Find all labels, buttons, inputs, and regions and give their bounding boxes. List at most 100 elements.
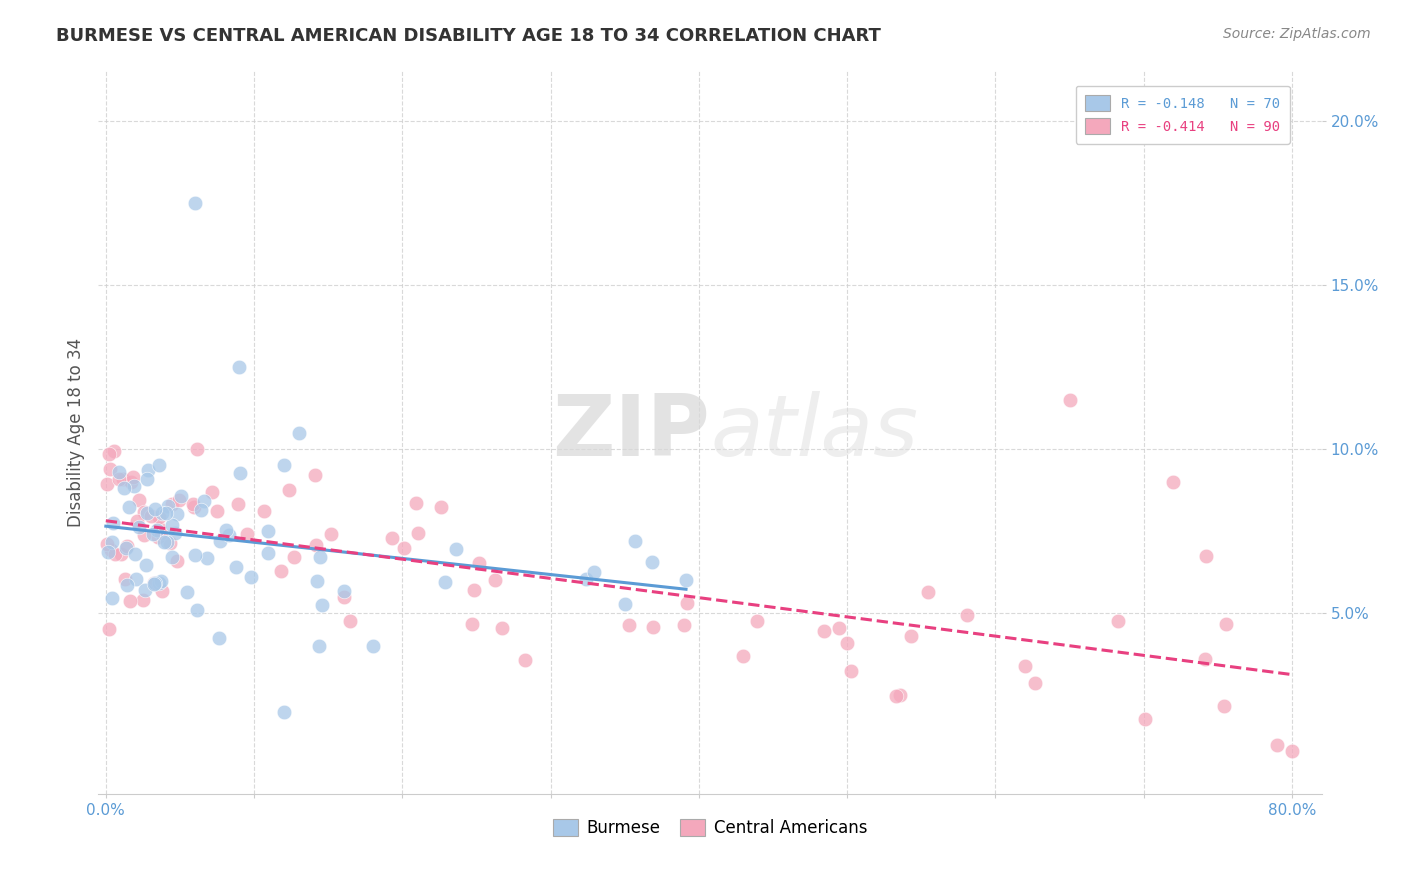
Point [889, 689, 911, 703]
Point [339, 614, 361, 628]
Point [112, 481, 135, 495]
Point [287, 425, 309, 440]
Point [1281, 744, 1303, 758]
Text: atlas: atlas [710, 391, 918, 475]
Point [193, 494, 215, 508]
Point [195, 551, 218, 566]
Point [305, 538, 328, 552]
Text: ZIP: ZIP [553, 391, 710, 475]
Point [1215, 617, 1237, 632]
Point [582, 565, 605, 579]
Point [837, 636, 859, 650]
Point [676, 596, 699, 610]
Point [186, 602, 208, 616]
Point [176, 585, 198, 599]
Point [617, 618, 640, 632]
Point [1024, 676, 1046, 690]
Point [226, 497, 249, 511]
Point [98, 462, 121, 476]
Point [142, 576, 165, 591]
Point [886, 689, 908, 703]
Point [132, 593, 155, 607]
Point [361, 639, 384, 653]
Point [956, 607, 979, 622]
Point [745, 614, 768, 628]
Point [256, 524, 278, 538]
Point [163, 526, 186, 541]
Point [166, 508, 188, 522]
Point [236, 527, 259, 541]
Point [468, 556, 491, 570]
Point [115, 539, 138, 553]
Point [305, 574, 328, 588]
Point [190, 503, 212, 517]
Point [152, 535, 174, 549]
Point [311, 599, 333, 613]
Point [142, 577, 165, 591]
Point [1265, 738, 1288, 752]
Point [122, 479, 145, 493]
Point [491, 621, 513, 635]
Point [148, 521, 170, 535]
Point [513, 653, 536, 667]
Y-axis label: Disability Age 18 to 34: Disability Age 18 to 34 [66, 338, 84, 527]
Point [160, 497, 183, 511]
Point [143, 502, 166, 516]
Point [239, 570, 262, 584]
Point [184, 195, 207, 210]
Point [484, 574, 506, 588]
Point [101, 591, 124, 605]
Point [150, 507, 173, 521]
Point [97, 623, 120, 637]
Point [1107, 615, 1129, 629]
Point [207, 503, 229, 517]
Point [149, 526, 172, 541]
Point [96, 537, 118, 551]
Point [128, 493, 150, 508]
Point [125, 572, 148, 586]
Point [1163, 475, 1185, 489]
Point [167, 493, 190, 508]
Point [128, 520, 150, 534]
Point [170, 489, 193, 503]
Point [392, 541, 415, 556]
Point [136, 472, 159, 486]
Point [111, 472, 134, 486]
Point [1014, 659, 1036, 673]
Point [278, 483, 301, 497]
Point [134, 505, 156, 519]
Point [1195, 549, 1218, 563]
Point [156, 499, 179, 513]
Point [135, 558, 157, 572]
Point [148, 458, 170, 473]
Legend: Burmese, Central Americans: Burmese, Central Americans [547, 812, 873, 843]
Point [321, 526, 343, 541]
Point [160, 517, 183, 532]
Point [304, 468, 326, 483]
Point [118, 500, 141, 514]
Point [136, 507, 159, 521]
Point [104, 547, 127, 561]
Point [115, 541, 138, 556]
Point [218, 528, 240, 542]
Point [256, 546, 278, 560]
Point [813, 624, 835, 639]
Point [273, 458, 295, 473]
Point [828, 621, 851, 635]
Point [225, 560, 247, 574]
Point [149, 574, 172, 588]
Point [159, 535, 181, 549]
Point [124, 547, 146, 561]
Point [1135, 712, 1157, 726]
Point [110, 547, 132, 561]
Point [208, 631, 231, 645]
Point [184, 548, 207, 562]
Point [138, 463, 160, 477]
Point [434, 575, 457, 590]
Point [103, 444, 125, 458]
Point [406, 526, 429, 541]
Point [108, 472, 131, 486]
Point [134, 527, 156, 541]
Point [430, 500, 453, 514]
Point [139, 509, 162, 524]
